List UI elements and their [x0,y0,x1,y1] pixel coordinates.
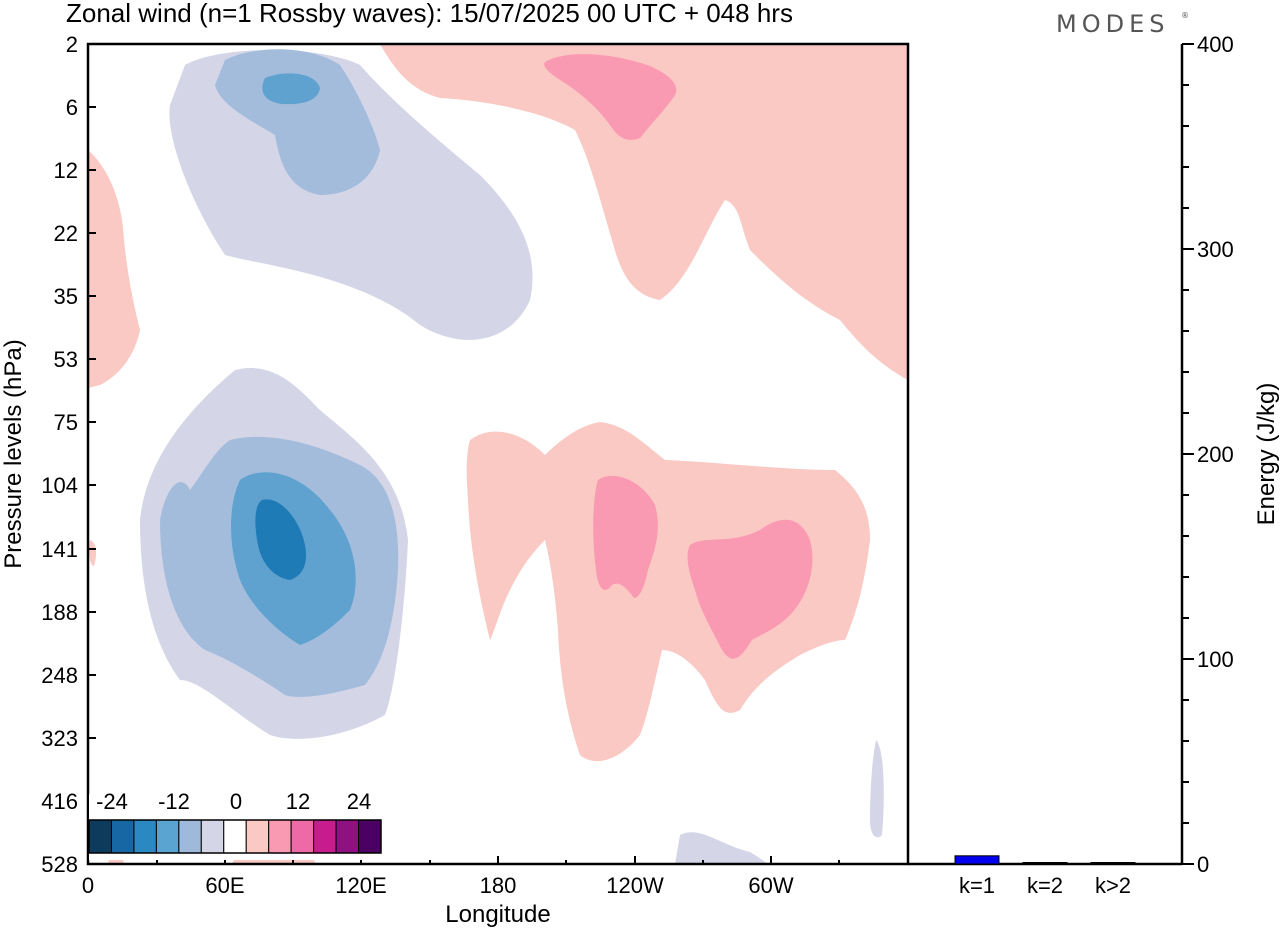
energy-axis-label: Energy (J/kg) [1253,383,1280,526]
colorbar-label: 12 [286,789,310,814]
contour-pos-lower-inner-b [687,519,813,659]
colorbar-label: 0 [230,789,242,814]
y-axis-label: Pressure levels (hPa) [0,339,27,568]
chart-title: Zonal wind (n=1 Rossby waves): 15/07/202… [66,0,793,28]
colorbar-cell [200,819,225,854]
registered-mark-icon: ® [1181,11,1189,20]
y-tick-label: 35 [54,284,78,309]
energy-tick-label: 200 [1197,442,1234,467]
energy-tick-label: 0 [1197,852,1209,877]
energy-panel: 400 300 200 100 0 Energy (J/kg) k=1 k=2 … [908,32,1280,898]
x-tick-label: 120E [335,873,386,898]
y-tick-label: 104 [41,473,78,498]
colorbar-cell [313,819,337,854]
colorbar-cell [155,819,180,854]
x-tick-label: 60W [748,873,793,898]
contour-pos-upper [380,44,908,380]
bar-category-label: k=1 [959,873,995,898]
contour-neg-bottom [675,832,768,864]
contour-pos-lower [466,422,870,762]
x-tick-label: 0 [82,873,94,898]
x-tick-label: 120W [606,873,664,898]
contour-pos-dot [89,540,97,566]
contour-pos-left-strip [88,150,140,388]
y-axis: 2 6 12 22 35 53 75 104 141 188 248 323 4… [0,32,96,877]
colorbar-cell [88,819,112,854]
contour-field [88,44,908,864]
y-tick-label: 141 [41,537,78,562]
colorbar-cell [133,819,157,854]
colorbar-label: 24 [347,789,371,814]
y-tick-label: 528 [41,852,78,877]
energy-tick-label: 100 [1197,647,1234,672]
x-axis-label: Longitude [445,901,550,928]
bar-category-label: k>2 [1095,873,1131,898]
colorbar-label: -24 [96,789,128,814]
colorbar-cell [268,819,292,854]
y-tick-label: 75 [54,410,78,435]
colorbar-cell [358,819,382,854]
y-tick-label: 22 [54,221,78,246]
y-tick-label: 53 [54,347,78,372]
x-tick-label: 60E [205,873,244,898]
colorbar-label: -12 [158,789,190,814]
colorbar-cell [290,819,315,854]
contour-neg-core [255,499,307,580]
contour-neg-upper-mid [215,49,380,196]
energy-tick-label: 400 [1197,32,1234,57]
energy-bar [1090,862,1136,865]
energy-tick-label: 300 [1197,237,1234,262]
y-tick-label: 416 [41,789,78,814]
y-tick-label: 248 [41,663,78,688]
colorbar-cell [178,819,202,854]
colorbar-frame [88,819,382,854]
contour-pos-lower-inner-a [593,475,658,598]
y-tick-label: 188 [41,600,78,625]
colorbar-cell [110,819,135,854]
modes-logo: MODES [1056,10,1169,38]
y-tick-label: 323 [41,726,78,751]
x-tick-label: 180 [480,873,517,898]
colorbar-cell [245,819,270,854]
y-tick-label: 6 [66,95,78,120]
y-tick-label: 2 [66,32,78,57]
contour-neg-streak [870,740,884,838]
colorbar: -24 -12 0 12 24 [88,789,383,860]
contour-pos-upper-inner [544,54,677,140]
x-axis: 0 60E 120E 180 120W 60W Longitude [82,856,840,928]
colorbar-cell [223,819,247,854]
energy-bar [1022,862,1068,865]
y-tick-label: 12 [54,158,78,183]
colorbar-cell [335,819,360,854]
bar-category-label: k=2 [1027,873,1063,898]
energy-bar [954,855,1000,865]
contour-neg-upper-inner [262,73,320,105]
